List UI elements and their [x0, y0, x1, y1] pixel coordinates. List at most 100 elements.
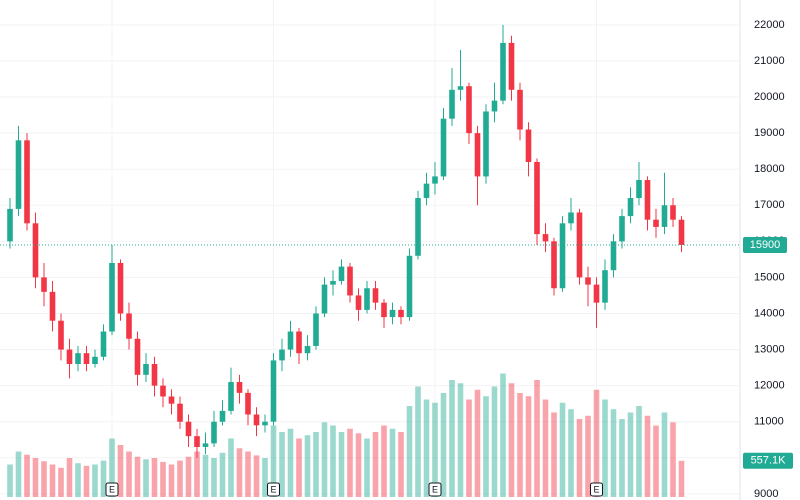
candle-body [500, 42, 506, 101]
volume-bar [610, 409, 617, 497]
candle-body [245, 392, 251, 415]
candle-body [389, 309, 396, 318]
candle-body [151, 363, 158, 386]
candle-body [619, 216, 625, 242]
volume-bar [270, 425, 277, 497]
candle-body [644, 180, 651, 220]
volume-bar [449, 380, 455, 497]
volume-bar [653, 425, 659, 497]
volume-bar [602, 399, 608, 497]
candle-body [49, 291, 56, 321]
candle-body [610, 241, 617, 271]
volume-bar [15, 451, 22, 497]
volume-bar [551, 412, 557, 497]
volume-bar [619, 419, 625, 497]
volume-bar [474, 389, 481, 497]
candle-body [24, 140, 30, 224]
volume-bar [627, 412, 634, 497]
candle-body [491, 100, 498, 112]
candle-body [32, 223, 39, 278]
volume-bar [364, 438, 370, 497]
candle-body [568, 212, 574, 224]
last-price-box [743, 236, 787, 253]
volume-bar [423, 399, 430, 497]
volume-bar [279, 432, 285, 497]
candle-body [109, 262, 115, 332]
volume-bar [253, 455, 260, 497]
candle-body [134, 338, 141, 375]
candle-body [304, 345, 311, 354]
volume-bar [83, 465, 90, 497]
candle-body [262, 421, 268, 426]
candle-body [542, 234, 549, 242]
y-tick-label: 18000 [754, 163, 785, 175]
volume-bar [347, 428, 353, 497]
volume-bar [321, 422, 328, 497]
candle-body [7, 208, 13, 242]
volume-bar [143, 459, 149, 497]
volume-bar [678, 460, 685, 497]
candle-body [253, 414, 260, 426]
candle-body [236, 382, 243, 393]
candle-body [483, 111, 489, 177]
candle-body [432, 176, 438, 184]
volume-bar [296, 438, 302, 497]
candle-body [117, 262, 124, 314]
volume-bar [194, 451, 200, 497]
volume-bar [117, 445, 124, 497]
y-tick-label: 19000 [754, 127, 785, 139]
volume-bar [440, 393, 447, 497]
volume-bar [262, 458, 268, 497]
candle-body [185, 421, 192, 437]
candle-body [202, 443, 209, 447]
candle-body [211, 421, 217, 444]
candle-body [406, 255, 413, 318]
event-label: E [109, 484, 115, 494]
candle-body [15, 140, 22, 209]
volume-bar [389, 428, 396, 497]
candle-body [330, 281, 336, 285]
y-tick-label: 13000 [754, 343, 785, 355]
event-label: E [432, 484, 438, 494]
volume-bar [92, 464, 98, 497]
volume-bar [160, 461, 166, 497]
y-tick-label: 9000 [754, 488, 778, 500]
candle-body [177, 403, 183, 422]
volume-bar [644, 415, 651, 497]
candle-body [228, 382, 234, 411]
candle-body [415, 198, 421, 256]
candle-body [474, 133, 481, 177]
y-tick-label: 21000 [754, 55, 785, 67]
volume-bar [491, 386, 498, 497]
y-tick-label: 17000 [754, 199, 785, 211]
candle-body [636, 180, 642, 199]
candle-body [219, 410, 226, 422]
volume-bar [398, 432, 404, 497]
candle-body [92, 356, 98, 364]
event-marker [590, 482, 603, 497]
volume-bar [287, 428, 294, 497]
candle-body [653, 219, 659, 227]
candle-body [670, 205, 676, 220]
candle-body [321, 284, 328, 314]
candle-body [287, 331, 294, 350]
volume-bar [109, 438, 115, 497]
candle-body [364, 288, 370, 310]
candle-body [100, 331, 107, 357]
candle-body [41, 277, 47, 292]
candle-body [457, 86, 464, 90]
volume-bar [58, 467, 64, 497]
candle-body [126, 313, 132, 339]
candle-body [678, 219, 685, 245]
volume-bar [568, 409, 574, 497]
volume-bar [508, 383, 515, 497]
volume-bar [245, 451, 251, 497]
volume-bar [457, 383, 464, 497]
volume-bar [7, 464, 13, 497]
candle-body [551, 241, 557, 289]
candle-body [627, 198, 634, 217]
volume-bar [525, 396, 532, 497]
volume-bar [49, 464, 56, 497]
